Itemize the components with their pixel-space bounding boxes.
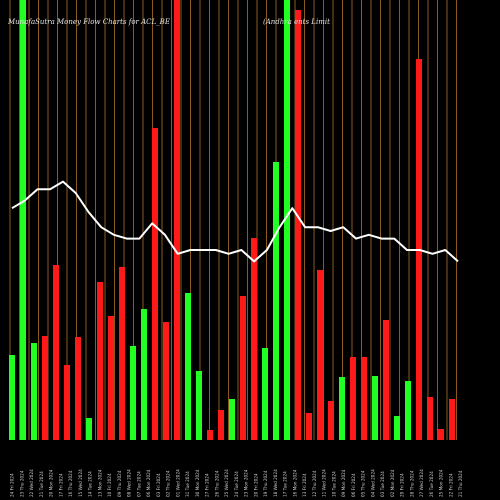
chart-title: MunafaSutra Money Flow Charts for ACL_BE [7,18,170,26]
x-tick-label: 14 Tue 2024 [88,471,93,497]
x-tick-label: 11 Wed 2024 [322,469,327,497]
x-tick-label: 17 Fri 2024 [58,473,63,497]
flow-bar [53,265,59,440]
x-tick-label: 01 Wed 2024 [175,469,180,497]
flow-bar [20,0,26,440]
flow-bar [152,128,158,440]
flow-bar [196,371,202,440]
x-tick-label: 12 Thu 2024 [312,470,317,497]
flow-bar [361,357,367,440]
flow-bar [405,381,411,440]
flow-bar [262,348,268,440]
x-tick-label: 03 Fri 2024 [156,473,161,497]
flow-bar [229,399,235,440]
x-tick-label: 31 Tue 2024 [185,471,190,497]
flow-bar [306,413,312,440]
flow-bar [317,270,323,440]
x-tick-label: 22 Wed 2024 [29,469,34,497]
x-tick-label: 05 Thu 2024 [361,470,366,497]
x-tick-label: 16 Mon 2024 [292,469,297,497]
x-tick-label: 23 Thu 2024 [19,470,24,497]
flow-bar [97,282,103,440]
chart-subtitle: (Andhra ents Limit [263,18,330,26]
flow-bar [42,336,48,440]
flow-bar [339,377,345,440]
flow-bar [75,337,81,440]
flow-bar [240,296,246,440]
x-tick-label: 08 Wed 2024 [127,469,132,497]
x-tick-label: 23 Mon 2024 [244,469,249,497]
x-tick-label: 16 Thu 2024 [68,470,73,497]
x-axis-labels: 24 Fri 2024 23 Thu 2024 22 Wed 2024 21 Tue … [10,469,464,497]
x-tick-label: 06 Fri 2024 [351,473,356,497]
flow-bars [9,0,455,440]
flow-bar [383,320,389,440]
flow-bar [273,162,279,440]
flow-bar [130,346,136,440]
x-tick-label: 25 Mon 2024 [439,469,444,497]
x-tick-label: 27 Wed 2024 [419,469,424,497]
x-tick-label: 18 Wed 2024 [273,469,278,497]
flow-bar [163,322,169,440]
x-tick-label: 26 Tue 2024 [429,471,434,497]
flow-bar [427,397,433,440]
flow-bar [350,357,356,440]
flow-bar [284,0,290,440]
flow-bar [141,309,147,440]
x-tick-label: 28 Thu 2024 [409,470,414,497]
x-tick-label: 17 Tue 2024 [283,471,288,497]
x-tick-label: 29 Fri 2024 [400,473,405,497]
x-tick-label: 19 Thu 2024 [263,470,268,497]
x-tick-label: 09 Thu 2024 [117,470,122,497]
x-tick-label: 03 Tue 2024 [380,471,385,497]
flow-bar [31,343,37,440]
flow-bar [449,399,455,440]
x-tick-label: 24 Tue 2024 [234,471,239,497]
flow-bar [394,416,400,440]
flow-bar [207,430,213,440]
x-tick-label: 21 Thu 2024 [458,470,463,497]
flow-bar [251,238,257,440]
x-tick-label: 02 Mon 2024 [390,469,395,497]
flow-bar [295,10,301,440]
flow-bar [438,429,444,440]
x-tick-label: 15 Wed 2024 [78,469,83,497]
x-tick-label: 27 Fri 2024 [205,473,210,497]
x-tick-label: 30 Mon 2024 [195,469,200,497]
x-tick-label: 13 Fri 2024 [302,473,307,497]
x-tick-label: 20 Fri 2024 [253,473,258,497]
flow-bar [119,267,125,440]
x-tick-label: 10 Fri 2024 [107,473,112,497]
flow-bar [328,401,334,440]
x-tick-label: 09 Mon 2024 [341,469,346,497]
x-tick-label: 26 Thu 2024 [214,470,219,497]
flow-bar [108,316,114,440]
flow-bar [372,376,378,440]
price-line [11,180,459,263]
x-tick-label: 07 Tue 2024 [136,471,141,497]
x-tick-label: 22 Fri 2024 [448,473,453,497]
flow-bar [174,0,180,440]
x-tick-label: 25 Wed 2024 [224,469,229,497]
x-tick-label: 20 Mon 2024 [49,469,54,497]
x-tick-label: 24 Fri 2024 [10,473,15,497]
x-tick-label: 04 Wed 2024 [370,469,375,497]
flow-bar [9,355,15,440]
flow-bar [218,410,224,440]
x-tick-label: 13 Mon 2024 [97,469,102,497]
x-tick-label: 06 Mon 2024 [146,469,151,497]
x-tick-label: 21 Tue 2024 [39,471,44,497]
flow-bar [86,418,92,440]
x-tick-label: 02 Thu 2024 [166,470,171,497]
x-tick-label: 10 Tue 2024 [331,471,336,497]
flow-bar [64,365,70,440]
flow-bar [185,293,191,440]
